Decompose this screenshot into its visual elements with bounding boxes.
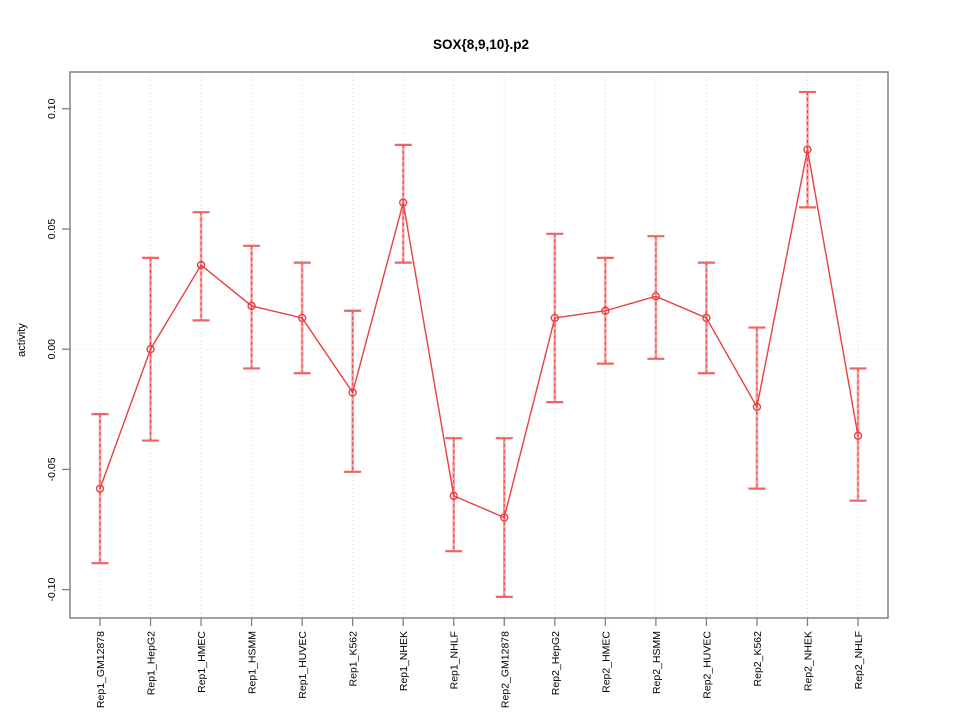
- x-tick-label: Rep2_GM12878: [499, 631, 511, 708]
- x-tick-label: Rep2_HepG2: [550, 631, 562, 695]
- x-tick-label: Rep1_NHEK: [398, 631, 410, 691]
- x-tick-label: Rep2_K562: [752, 631, 764, 687]
- data-point: [803, 145, 812, 154]
- x-tick-label: Rep1_HUVEC: [297, 631, 309, 699]
- chart-generated-content: -0.10 -0.05 0.00 0.05 0.10 Rep1_GM12878 Rep1_H…: [46, 72, 888, 708]
- y-tick-label: -0.05: [46, 457, 58, 481]
- x-tick-label: Rep2_NHEK: [802, 631, 814, 691]
- x-tick-label: Rep1_NHLF: [449, 631, 461, 689]
- data-point: [297, 313, 307, 323]
- y-tick-label: 0.05: [46, 219, 58, 240]
- data-point: [95, 484, 105, 493]
- data-point: [853, 431, 863, 440]
- data-point: [449, 491, 458, 501]
- x-tick-label: Rep1_HMEC: [196, 631, 208, 693]
- data-point: [348, 388, 357, 397]
- series-line: [99, 149, 859, 519]
- x-tick-label: Rep2_NHLF: [853, 631, 865, 689]
- data-point: [146, 345, 155, 354]
- x-tick-label: Rep2_HUVEC: [701, 631, 713, 699]
- x-tick-label: Rep1_HSMM: [247, 631, 259, 694]
- data-point: [196, 260, 206, 270]
- y-tick-label: 0.10: [46, 98, 58, 119]
- y-tick-label: 0.00: [46, 339, 58, 360]
- data-point: [651, 292, 661, 301]
- chart-title: SOX{8,9,10}.p2: [433, 37, 529, 52]
- data-point: [702, 313, 711, 323]
- data-point: [500, 513, 509, 522]
- data-point: [752, 402, 762, 412]
- data-point: [247, 301, 256, 311]
- data-point: [601, 306, 610, 315]
- x-tick-label: Rep1_K562: [348, 631, 360, 687]
- x-tick-label: Rep1_HepG2: [146, 631, 158, 695]
- plot-border: [69, 71, 889, 619]
- x-tick-label: Rep2_HSMM: [651, 631, 663, 694]
- data-point: [399, 198, 408, 207]
- x-tick-label: Rep1_GM12878: [95, 631, 107, 708]
- data-point: [550, 313, 559, 323]
- y-tick-label: -0.10: [46, 578, 58, 602]
- x-tick-label: Rep2_HMEC: [600, 631, 612, 693]
- y-axis-label: activity: [16, 323, 28, 357]
